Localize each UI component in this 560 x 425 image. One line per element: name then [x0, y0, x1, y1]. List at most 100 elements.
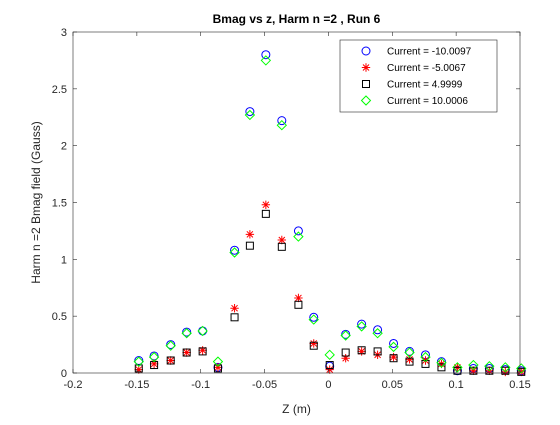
data-point-star [405, 355, 414, 364]
data-point-diamond [404, 347, 415, 358]
legend-label: Current = 10.0006 [387, 96, 468, 107]
data-point-star [325, 365, 334, 374]
data-point-star [517, 367, 526, 377]
data-point-diamond [165, 340, 176, 351]
legend-entry: Current = 10.0006 [360, 95, 468, 107]
data-point-diamond [516, 363, 527, 374]
data-point-diamond [420, 351, 431, 363]
y-tick-label: 0 [61, 368, 67, 380]
axes: -0.2 -0.15 -0.1 -0.05 0 0.05 0.1 0.15 0 0.5 1 1.5 2 2… [52, 27, 531, 391]
x-tick-label: -0.2 [64, 379, 83, 391]
legend-entry: Current = -10.0097 [361, 46, 472, 58]
data-point-diamond [452, 362, 463, 373]
data-markers [133, 50, 527, 377]
data-point-diamond [244, 109, 256, 121]
data-point-star [309, 339, 318, 348]
data-point-square [421, 359, 430, 368]
legend-entry: Current = 4.9999 [362, 80, 463, 91]
data-point-diamond [308, 314, 319, 325]
y-tick-label: 0.5 [52, 311, 67, 323]
data-point-star [469, 366, 478, 375]
data-point-circle [261, 50, 271, 60]
data-point-square [389, 354, 398, 363]
data-point-square [469, 366, 478, 375]
data-point-square [373, 347, 382, 356]
data-point-square [245, 241, 254, 250]
data-point-diamond [148, 351, 160, 363]
data-point-diamond [293, 231, 304, 242]
legend-marker [361, 63, 371, 72]
data-point-square [213, 364, 222, 373]
data-point-square [230, 313, 239, 322]
legend-marker [361, 46, 371, 56]
data-point-circle [293, 226, 303, 236]
data-point-circle [357, 319, 367, 329]
legend-box [339, 39, 498, 113]
data-point-diamond [356, 321, 367, 332]
legend-label: Current = -5.0067 [387, 63, 466, 74]
data-point-square [453, 366, 462, 375]
data-point-circle [245, 107, 255, 117]
data-point-star [245, 230, 255, 239]
data-point-diamond [260, 55, 272, 66]
y-tick-label: 3 [61, 27, 67, 39]
y-tick-label: 1.5 [52, 198, 67, 210]
data-point-diamond [340, 330, 351, 341]
data-point-star [277, 235, 287, 245]
data-point-diamond [468, 359, 479, 371]
data-point-circle [277, 116, 287, 126]
data-point-square [517, 367, 526, 376]
data-point-circle [230, 245, 240, 255]
series-4-markers [133, 55, 527, 374]
data-point-star [166, 356, 175, 365]
data-point-diamond [324, 349, 335, 361]
data-point-star [198, 346, 207, 355]
data-point-square [277, 242, 286, 251]
x-tick-label: 0 [325, 379, 331, 391]
chart-title: Bmag vs z, Harm n =2 , Run 6 [213, 12, 381, 26]
legend-marker [360, 95, 372, 106]
data-point-square [134, 364, 143, 373]
data-point-star [389, 352, 398, 362]
data-point-star [341, 354, 350, 363]
data-point-square [261, 209, 270, 218]
legend-label: Current = 4.9999 [387, 80, 463, 91]
data-point-star [182, 348, 191, 357]
data-point-star [134, 365, 143, 374]
data-point-diamond [436, 357, 447, 368]
data-point-star [294, 293, 303, 303]
data-point-square [341, 348, 350, 357]
data-point-square [485, 366, 494, 375]
x-tick-label: -0.1 [191, 379, 210, 391]
legend: Current = -10.0097 Current = -5.0067 Curre… [339, 39, 498, 113]
data-point-square [501, 366, 510, 375]
data-point-diamond [197, 325, 208, 337]
data-point-square [357, 346, 366, 355]
data-point-star [230, 304, 239, 313]
data-point-star [261, 200, 271, 209]
data-point-square [182, 348, 191, 357]
data-point-diamond [484, 360, 495, 372]
series-3-markers [134, 209, 526, 376]
data-point-diamond [372, 328, 383, 339]
data-point-diamond [276, 119, 288, 131]
data-point-diamond [133, 356, 144, 367]
x-tick-label: 0.1 [448, 379, 463, 391]
x-tick-label: -0.05 [252, 379, 277, 391]
data-point-diamond [388, 341, 399, 353]
x-axis-label: Z (m) [282, 402, 311, 416]
data-point-square [198, 347, 207, 356]
data-point-square [309, 341, 318, 350]
x-tick-label: -0.15 [124, 379, 149, 391]
data-point-star [149, 359, 159, 369]
y-tick-label: 2 [61, 141, 67, 153]
data-point-diamond [229, 247, 240, 258]
y-axis-label: Harm n =2 Bmag field (Gauss) [29, 121, 43, 283]
data-point-square [437, 363, 446, 372]
data-point-star [357, 347, 366, 356]
data-point-circle [309, 312, 319, 322]
data-point-square [405, 357, 414, 366]
x-tick-label: 0.05 [382, 379, 403, 391]
